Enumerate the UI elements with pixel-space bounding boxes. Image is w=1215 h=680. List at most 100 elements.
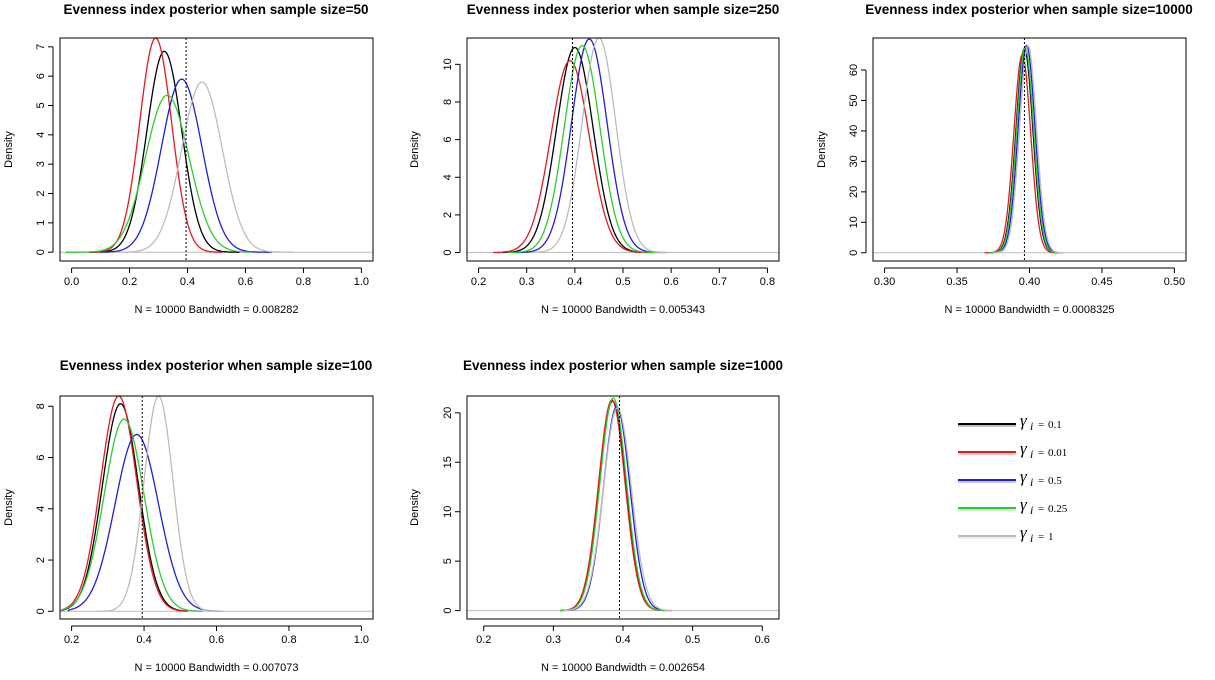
x-tick-label: 0.2: [471, 276, 486, 288]
y-tick-label: 30: [848, 155, 860, 167]
legend-subscript: i: [1030, 475, 1033, 489]
y-tick-label: 0: [35, 608, 47, 614]
legend-gamma-symbol: γ: [1020, 495, 1028, 514]
density-line--i-0.5: [990, 44, 1063, 254]
x-tick-label: 0.3: [546, 634, 561, 646]
plot-frame: [59, 395, 374, 620]
y-tick-label: 0: [442, 249, 454, 255]
y-tick-label: 3: [35, 161, 47, 167]
legend-equals: =: [1038, 475, 1044, 487]
y-tick-label: 60: [848, 64, 860, 76]
x-tick-label: 0.2: [122, 276, 137, 288]
legend-item: γ i = 0.01: [958, 439, 1067, 461]
chart-panel-3: 0.30 0.35 0.40 0.45 0.50 0 10 20 30 40 50 60 Evennes…: [816, 2, 1193, 316]
x-tick-label: 0.7: [712, 276, 727, 288]
y-tick-label: 1: [35, 220, 47, 226]
density-line--i-0.01: [560, 399, 665, 612]
density-line--i-1: [563, 407, 672, 612]
chart-title: Evenness index posterior when sample siz…: [63, 2, 368, 17]
legend-value: 1: [1048, 531, 1054, 543]
y-tick-label: 8: [35, 403, 47, 409]
legend-equals: =: [1038, 503, 1044, 515]
x-tick-label: 0.4: [615, 634, 630, 646]
chart-title: Evenness index posterior when sample siz…: [865, 2, 1193, 17]
legend-subscript: i: [1030, 503, 1033, 517]
chart-panel-2: 0.2 0.3 0.4 0.5 0.6 0.7 0.8 0 2 4 6 8 10 Evenness ind…: [409, 2, 780, 316]
density-line--i-1: [96, 396, 224, 612]
x-tick-label: 0.45: [1091, 276, 1112, 288]
x-tick-label: 1.0: [354, 634, 369, 646]
density-line--i-0.25: [65, 94, 252, 253]
density-curves: [65, 38, 295, 253]
chart-title: Evenness index posterior when sample siz…: [60, 358, 373, 373]
density-line--i-0.5: [67, 433, 221, 612]
y-tick-label: 6: [35, 73, 47, 79]
legend-subscript: i: [1030, 531, 1033, 545]
density-curves: [984, 44, 1063, 254]
y-axis-label: Density: [3, 489, 15, 526]
y-tick-label: 2: [35, 190, 47, 196]
legend-equals: =: [1038, 531, 1044, 543]
x-tick-label: 0.2: [64, 634, 79, 646]
x-axis-label: N = 10000 Bandwidth = 0.007073: [135, 662, 299, 674]
y-axis-label: Density: [3, 131, 15, 168]
x-axis-label: N = 10000 Bandwidth = 0.0008325: [944, 304, 1114, 316]
density-line--i-0.01: [984, 54, 1058, 254]
y-tick-label: 4: [35, 506, 47, 512]
x-tick-label: 0.50: [1164, 276, 1185, 288]
y-tick-label: 5: [35, 102, 47, 108]
legend-gamma-symbol: γ: [1020, 467, 1028, 486]
density-curves: [60, 396, 224, 612]
density-line--i-0.1: [560, 400, 665, 612]
chart-title: Evenness index posterior when sample siz…: [463, 358, 783, 373]
density-line--i-0.1: [88, 50, 240, 253]
y-axis-label: Density: [816, 131, 828, 168]
x-tick-label: 0.6: [238, 276, 253, 288]
x-tick-label: 0.8: [760, 276, 775, 288]
y-tick-label: 10: [442, 506, 454, 518]
legend-item: γ i = 0.25: [958, 495, 1068, 517]
chart-panel-5: 0.2 0.3 0.4 0.5 0.6 0 5 10 15 20 Evenness index po…: [409, 358, 783, 674]
density-curves: [492, 38, 672, 254]
legend-value: 0.1: [1048, 419, 1062, 431]
legend-item: γ i = 0.5: [958, 467, 1062, 489]
y-tick-label: 50: [848, 94, 860, 106]
y-tick-label: 0: [848, 250, 860, 256]
y-tick-label: 2: [35, 557, 47, 563]
y-tick-label: 4: [442, 174, 454, 180]
legend-subscript: i: [1030, 447, 1033, 461]
legend-value: 0.01: [1048, 447, 1067, 459]
y-tick-label: 10: [442, 58, 454, 70]
density-line--i-0.01: [60, 396, 188, 612]
x-tick-label: 0.4: [136, 634, 151, 646]
x-tick-label: 0.8: [281, 634, 296, 646]
density-line--i-0.01: [88, 38, 223, 253]
legend-item: γ i = 1: [958, 523, 1054, 545]
x-tick-label: 0.40: [1019, 276, 1040, 288]
density-line--i-1: [993, 44, 1063, 254]
y-tick-label: 6: [35, 454, 47, 460]
y-tick-label: 2: [442, 212, 454, 218]
x-axis-label: N = 10000 Bandwidth = 0.002654: [541, 662, 705, 674]
x-tick-label: 0.5: [685, 634, 700, 646]
x-tick-label: 0.5: [615, 276, 630, 288]
y-tick-label: 20: [442, 407, 454, 419]
density-line--i-1: [117, 81, 295, 253]
x-tick-label: 0.30: [874, 276, 895, 288]
chart-title: Evenness index posterior when sample siz…: [467, 2, 780, 17]
legend-gamma-symbol: γ: [1020, 411, 1028, 430]
legend-value: 0.25: [1048, 503, 1068, 515]
y-tick-label: 4: [35, 132, 47, 138]
legend: γ i = 0.1γ i = 0.01γ i = 0.5γ i = 0.25γ i = 1: [958, 411, 1068, 545]
x-tick-label: 0.4: [180, 276, 195, 288]
chart-panel-4: 0.2 0.4 0.6 0.8 1.0 0 2 4 6 8 Evenness index poste…: [3, 358, 374, 674]
plot-frame: [59, 37, 374, 262]
x-tick-label: 0.6: [209, 634, 224, 646]
density-line--i-0.25: [560, 397, 669, 612]
density-curves: [560, 397, 672, 612]
x-tick-label: 0.4: [567, 276, 582, 288]
legend-value: 0.5: [1048, 475, 1062, 487]
x-tick-label: 0.8: [296, 276, 311, 288]
y-tick-label: 0: [35, 249, 47, 255]
